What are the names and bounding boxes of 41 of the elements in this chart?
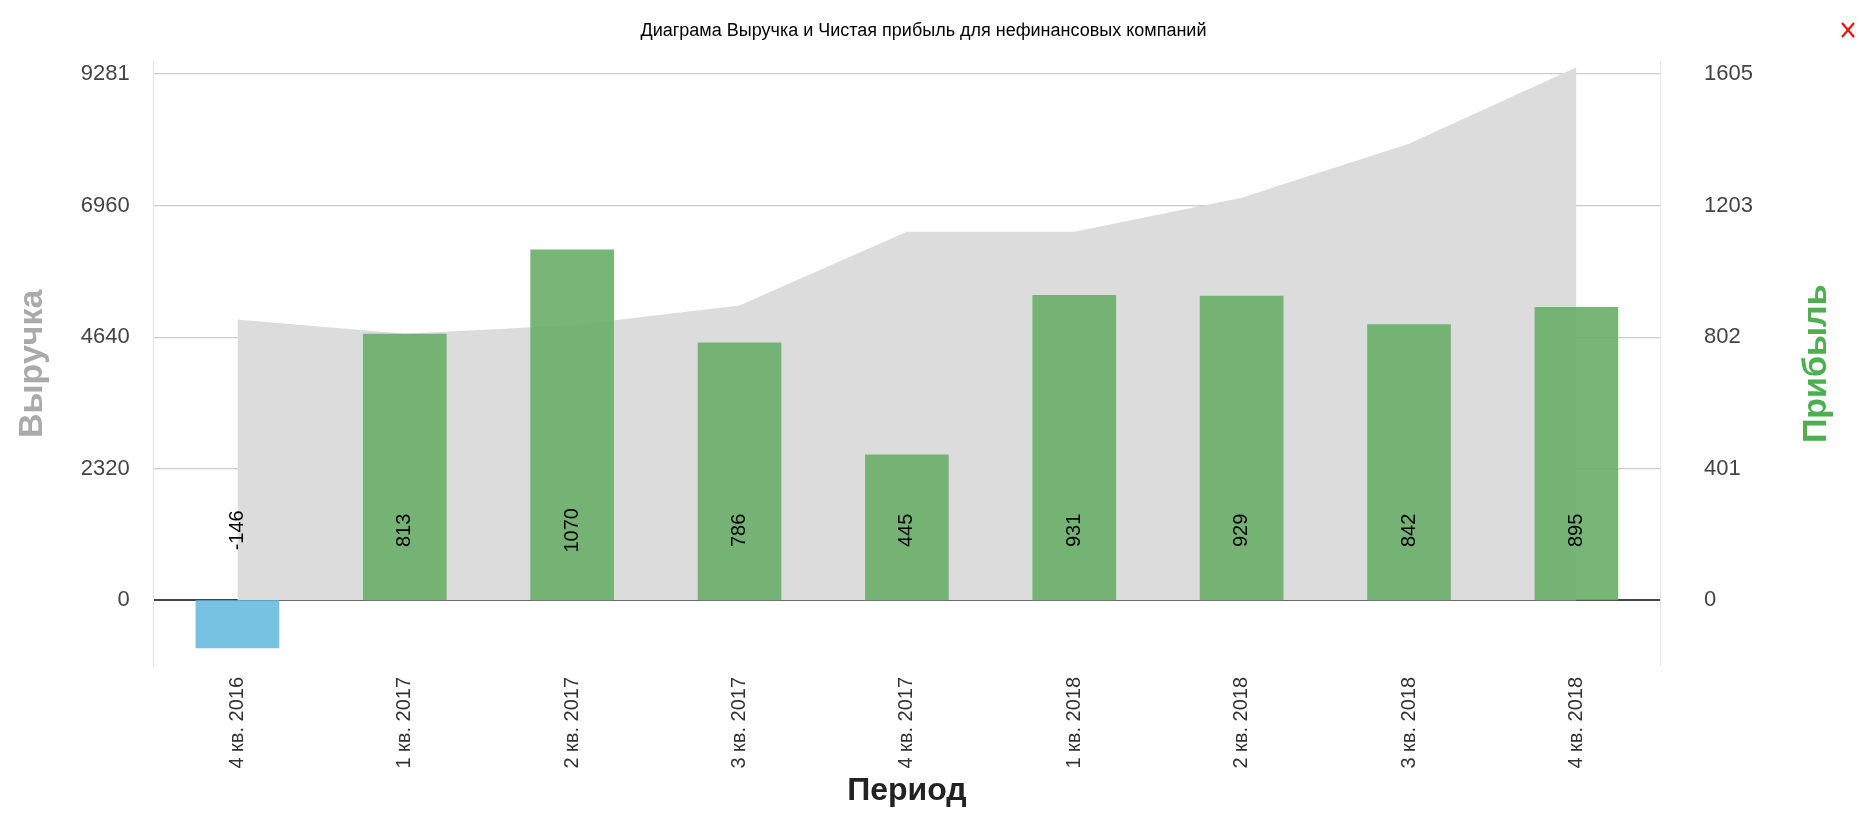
bar	[1534, 306, 1619, 601]
data-label: 929	[1229, 513, 1252, 548]
y-tick-label: 9281	[80, 60, 130, 86]
y2-tick-label: 401	[1704, 454, 1741, 480]
y-axis-title: Выручка	[10, 288, 49, 439]
y2-tick-label: 1203	[1704, 191, 1754, 217]
y-tick-label: 2320	[80, 454, 130, 480]
bar	[362, 333, 447, 601]
y2-tick-label: 0	[1704, 586, 1717, 612]
x-axis-title: Период	[847, 770, 967, 807]
x-tick-label: 2 кв. 2018	[1229, 676, 1252, 769]
y-tick-label: 4640	[80, 323, 130, 349]
x-tick-label: 3 кв. 2018	[1396, 676, 1419, 769]
x-tick-label: 2 кв. 2017	[559, 676, 582, 769]
bar	[1367, 324, 1451, 601]
y-tick-label: 0	[117, 586, 130, 612]
y-tick-label: 6960	[80, 191, 130, 217]
data-label: 445	[894, 513, 917, 548]
bar	[1032, 295, 1117, 601]
data-label: 931	[1061, 513, 1084, 548]
y2-tick-label: 1605	[1704, 60, 1754, 86]
x-tick-label: 4 кв. 2018	[1563, 676, 1586, 769]
bar	[697, 342, 782, 601]
data-label: 895	[1563, 513, 1586, 548]
y2-tick-label: 802	[1704, 323, 1741, 349]
bar	[530, 249, 615, 601]
y2-axis-title: Прибыль	[1795, 284, 1834, 444]
x-tick-label: 1 кв. 2018	[1061, 676, 1084, 769]
bar	[865, 454, 949, 601]
x-tick-label: 3 кв. 2017	[727, 676, 750, 769]
data-label: -146	[224, 510, 247, 551]
data-label: 1070	[559, 508, 582, 553]
data-label: 842	[1396, 513, 1419, 548]
x-tick-label: 1 кв. 2017	[392, 676, 415, 769]
data-label: 813	[392, 513, 415, 548]
x-tick-label: 4 кв. 2017	[894, 676, 917, 769]
chart-title: Диаграма Выручка и Чистая прибыль для нефинансовых компаний	[640, 19, 1207, 40]
data-label: 786	[727, 513, 750, 548]
bar	[1199, 295, 1284, 601]
x-tick-label: 4 кв. 2016	[224, 676, 247, 769]
bar	[195, 600, 280, 649]
